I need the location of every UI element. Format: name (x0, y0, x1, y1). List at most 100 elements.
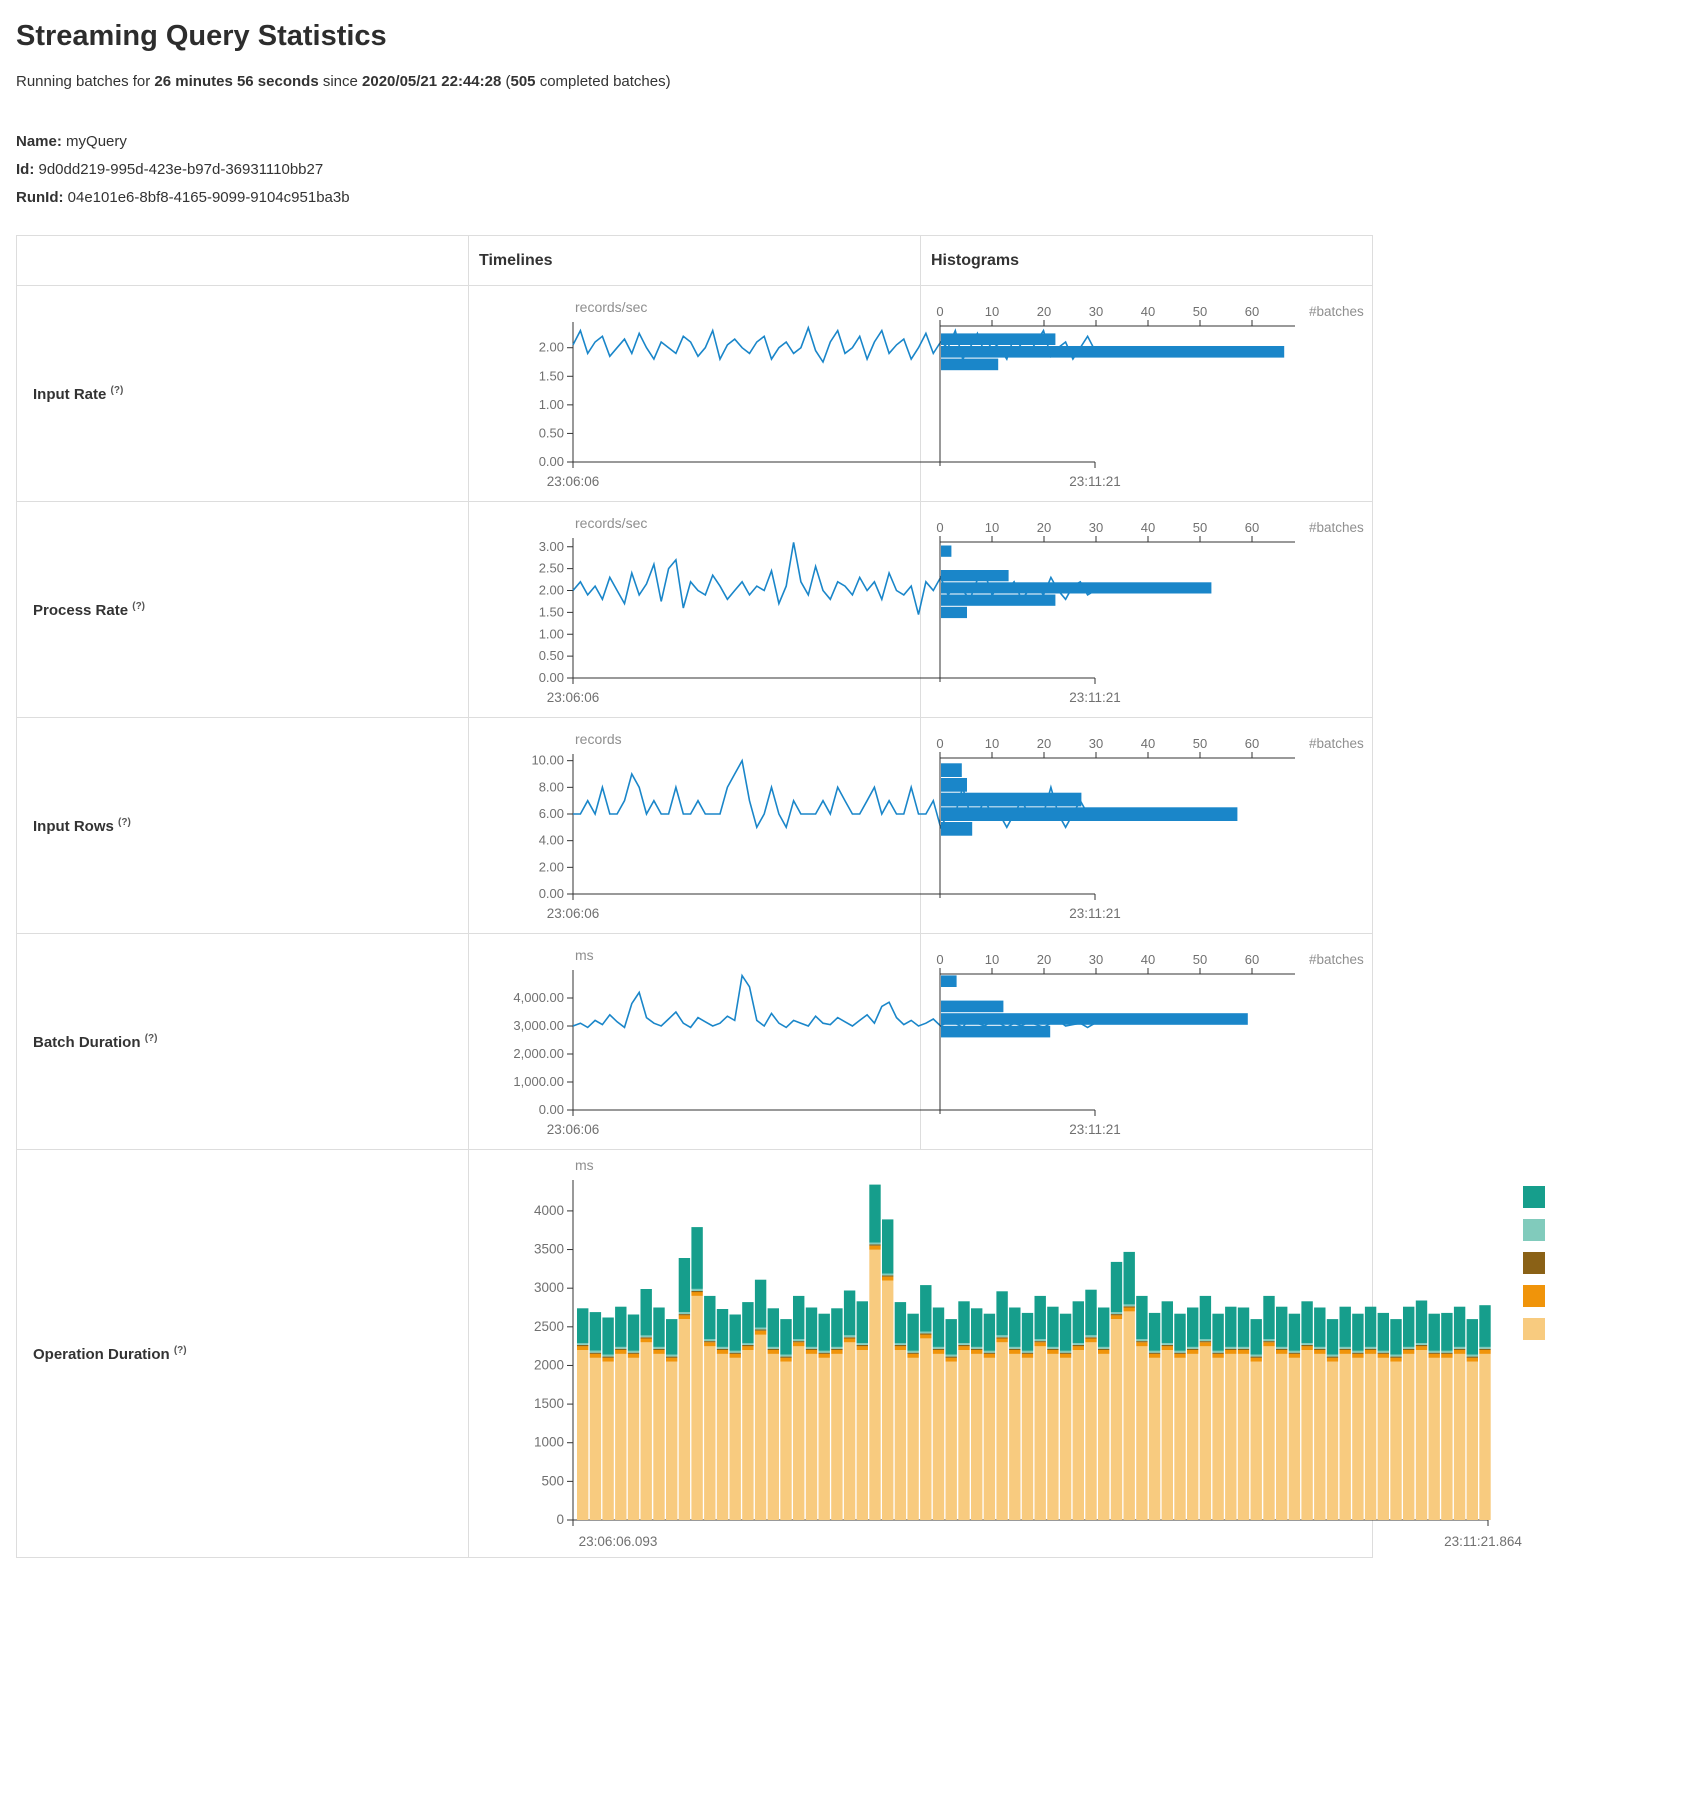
svg-text:0.00: 0.00 (539, 454, 564, 469)
query-id-label: Id: (16, 160, 35, 178)
input-rows-timeline-chart: records 0.00 2.00 4.00 6.00 8.00 10.00 23:06:06… (473, 730, 1120, 926)
operation-duration-chart-cell: ms 0 500 1000 1500 2000 2500 3000 3500 4000 23:06:… (468, 1149, 1545, 1559)
svg-text:23:06:06: 23:06:06 (547, 474, 600, 489)
svg-text:6.00: 6.00 (539, 806, 564, 821)
process-rate-histogram-cell: 0 10 20 30 40 50 60 #batches (920, 501, 1373, 719)
svg-text:30: 30 (1089, 304, 1103, 319)
svg-text:#batches: #batches (1309, 952, 1364, 967)
running-summary: Running batches for 26 minutes 56 second… (16, 73, 1677, 90)
input-rows-histogram-chart: 0 10 20 30 40 50 60 #batches (925, 730, 1372, 926)
query-name-label: Name: (16, 133, 62, 150)
query-runid-label: RunId: (16, 188, 64, 206)
batch-duration-histogram-chart: 0 10 20 30 40 50 60 #batches (925, 946, 1372, 1142)
query-runid-row: RunId: 04e101e6-8bf8-4165-9099-9104c951b… (16, 184, 1677, 212)
svg-text:30: 30 (1089, 736, 1103, 751)
svg-text:40: 40 (1141, 952, 1155, 967)
svg-text:20: 20 (1037, 520, 1051, 535)
input-rate-timeline-chart: records/sec 0.00 0.50 1.00 1.50 2.00 23:06:06 2… (473, 298, 1121, 494)
process-rate-label-cell: Process Rate (?) (16, 501, 469, 719)
svg-text:#batches: #batches (1309, 304, 1364, 319)
svg-text:4.00: 4.00 (539, 832, 564, 847)
svg-text:2.00: 2.00 (539, 582, 564, 597)
batch-duration-timeline-chart: ms 0.00 1,000.00 2,000.00 3,000.00 4,000.00 23… (473, 946, 1120, 1142)
legend-swatch-1 (1523, 1218, 1545, 1241)
input-rows-row: Input Rows (?) records 0.00 2.00 4.00 6.00 8.… (16, 717, 1373, 935)
input-rate-label: Input Rate (33, 385, 107, 403)
svg-text:records: records (575, 731, 622, 747)
input-rate-histogram-cell: 0 10 20 30 40 50 60 #batches (920, 285, 1373, 503)
process-rate-help-icon[interactable]: (?) (132, 600, 146, 612)
legend-swatch-3 (1523, 1284, 1545, 1307)
svg-text:0.00: 0.00 (539, 886, 564, 901)
svg-text:40: 40 (1141, 520, 1155, 535)
operation-duration-help-icon[interactable]: (?) (173, 1344, 187, 1356)
svg-text:50: 50 (1193, 952, 1207, 967)
svg-text:10: 10 (985, 520, 999, 535)
process-rate-timeline-cell: records/sec 0.00 0.50 1.00 1.50 2.00 2.50 3.00 2… (468, 501, 1121, 719)
svg-text:20: 20 (1037, 952, 1051, 967)
svg-text:10: 10 (985, 736, 999, 751)
running-duration: 26 minutes 56 seconds (154, 73, 319, 90)
batch-duration-help-icon[interactable]: (?) (144, 1032, 158, 1044)
svg-text:20: 20 (1037, 304, 1051, 319)
svg-text:20: 20 (1037, 736, 1051, 751)
svg-text:#batches: #batches (1309, 520, 1364, 535)
svg-text:10.00: 10.00 (531, 752, 564, 767)
svg-text:1,000.00: 1,000.00 (513, 1074, 564, 1089)
input-rows-help-icon[interactable]: (?) (118, 816, 131, 828)
svg-text:3500: 3500 (534, 1241, 564, 1256)
svg-text:0: 0 (936, 520, 943, 535)
batch-duration-histogram-cell: 0 10 20 30 40 50 60 #batches (920, 933, 1373, 1151)
svg-text:2000: 2000 (534, 1357, 564, 1372)
legend-swatch-0 (1523, 1185, 1545, 1208)
svg-text:0.00: 0.00 (539, 670, 564, 685)
svg-text:0: 0 (936, 736, 943, 751)
input-rows-histogram-cell: 0 10 20 30 40 50 60 #batches (920, 717, 1373, 935)
svg-text:0: 0 (936, 952, 943, 967)
svg-text:1000: 1000 (534, 1434, 564, 1449)
operation-duration-stacked-chart: ms 0 500 1000 1500 2000 2500 3000 3500 4000 23:06:… (473, 1156, 1545, 1556)
completed-batches-count: 505 (510, 73, 536, 90)
legend-swatch-2 (1523, 1251, 1545, 1274)
start-timestamp: 2020/05/21 22:44:28 (362, 73, 502, 90)
svg-text:1.00: 1.00 (539, 397, 564, 412)
operation-duration-label: Operation Duration (33, 1345, 170, 1363)
input-rate-help-icon[interactable]: (?) (110, 384, 124, 396)
svg-text:0: 0 (556, 1512, 564, 1527)
query-id-value: 9d0dd219-995d-423e-b97d-36931110bb27 (38, 160, 324, 178)
svg-text:1500: 1500 (534, 1396, 564, 1411)
svg-text:0.50: 0.50 (539, 425, 564, 440)
svg-text:23:11:21: 23:11:21 (1069, 690, 1121, 705)
svg-text:3.00: 3.00 (539, 539, 564, 554)
svg-text:0.00: 0.00 (539, 1102, 564, 1117)
svg-text:60: 60 (1245, 736, 1259, 751)
legend-swatch-4 (1523, 1317, 1545, 1340)
input-rate-row: Input Rate (?) records/sec 0.00 0.50 1.00 1.… (16, 285, 1373, 503)
svg-text:records/sec: records/sec (575, 299, 647, 315)
svg-text:0: 0 (936, 304, 943, 319)
svg-text:60: 60 (1245, 952, 1259, 967)
table-header-row: Timelines Histograms (16, 235, 1373, 287)
query-name-value: myQuery (66, 133, 127, 150)
svg-text:10: 10 (985, 952, 999, 967)
operation-duration-label-cell: Operation Duration (?) (16, 1149, 469, 1559)
summary-since-text: since (318, 73, 363, 90)
summary-prefix: Running batches for (16, 73, 155, 90)
svg-text:2.00: 2.00 (539, 339, 564, 354)
input-rate-timeline-cell: records/sec 0.00 0.50 1.00 1.50 2.00 23:06:06 2… (468, 285, 1121, 503)
header-timelines: Timelines (468, 235, 921, 287)
svg-text:23:06:06: 23:06:06 (547, 1122, 600, 1137)
svg-text:3000: 3000 (534, 1280, 564, 1295)
svg-text:30: 30 (1089, 520, 1103, 535)
svg-text:2500: 2500 (534, 1319, 564, 1334)
svg-text:2.00: 2.00 (539, 859, 564, 874)
svg-text:50: 50 (1193, 736, 1207, 751)
svg-text:50: 50 (1193, 520, 1207, 535)
input-rows-label-cell: Input Rows (?) (16, 717, 469, 935)
svg-text:40: 40 (1141, 736, 1155, 751)
svg-text:3,000.00: 3,000.00 (513, 1018, 564, 1033)
svg-text:0.50: 0.50 (539, 648, 564, 663)
header-histograms: Histograms (920, 235, 1373, 287)
svg-text:4000: 4000 (534, 1203, 564, 1218)
